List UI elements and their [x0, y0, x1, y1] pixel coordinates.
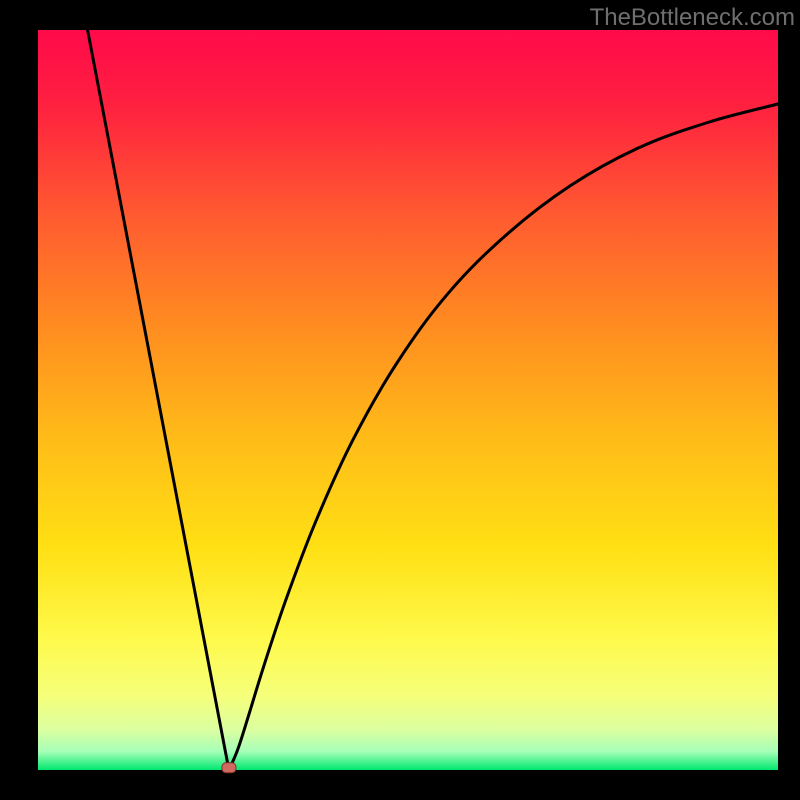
- curve-left-branch: [88, 30, 229, 770]
- curve-layer: [0, 0, 800, 800]
- curve-right-branch: [229, 104, 778, 770]
- vertex-marker: [222, 763, 236, 773]
- chart-frame: TheBottleneck.com: [0, 0, 800, 800]
- watermark-text: TheBottleneck.com: [590, 4, 795, 32]
